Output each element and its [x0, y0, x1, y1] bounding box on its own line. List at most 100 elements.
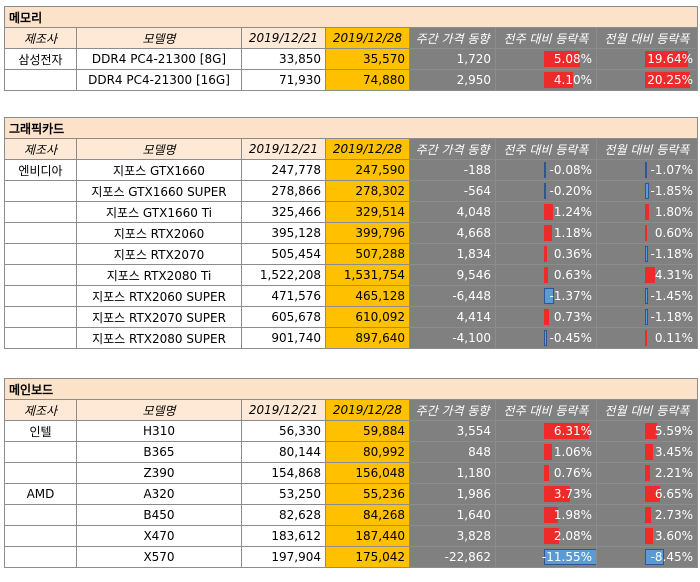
model-cell[interactable]: 지포스 RTX2060 SUPER — [76, 285, 242, 307]
month-change-cell[interactable]: 19.64% — [595, 48, 699, 70]
maker-cell[interactable] — [4, 264, 77, 286]
month-change-cell[interactable]: 5.59% — [595, 420, 699, 442]
weekly-change-cell[interactable]: -22,862 — [409, 546, 496, 568]
week-change-header[interactable]: 전주 대비 등락폭 — [495, 399, 597, 421]
prev-price-cell[interactable]: 33,850 — [241, 48, 326, 70]
month-change-cell[interactable]: -1.07% — [596, 159, 698, 181]
maker-cell[interactable] — [4, 69, 77, 91]
prev-price-cell[interactable]: 80,144 — [241, 441, 326, 463]
maker-header[interactable]: 제조사 — [4, 399, 77, 421]
cur-price-cell[interactable]: 74,880 — [325, 69, 410, 91]
maker-cell[interactable]: AMD — [4, 483, 77, 505]
week-change-cell[interactable]: 0.73% — [495, 306, 597, 328]
model-header[interactable]: 모델명 — [76, 138, 242, 160]
cur-price-cell[interactable]: 465,128 — [325, 285, 410, 307]
model-cell[interactable]: 지포스 GTX1660 — [76, 159, 242, 181]
maker-cell[interactable] — [4, 327, 77, 349]
section-title[interactable]: 메모리 — [3, 6, 699, 28]
weekly-change-cell[interactable]: -188 — [409, 159, 496, 181]
model-cell[interactable]: 지포스 RTX2070 SUPER — [76, 306, 242, 328]
week-change-cell[interactable]: 0.36% — [495, 243, 597, 265]
model-cell[interactable]: A320 — [76, 483, 242, 505]
model-cell[interactable]: DDR4 PC4-21300 [16G] — [76, 69, 242, 91]
prev-price-cell[interactable]: 395,128 — [241, 222, 326, 244]
prev-price-cell[interactable]: 901,740 — [241, 327, 326, 349]
prev-price-cell[interactable]: 325,466 — [241, 201, 326, 223]
maker-header[interactable]: 제조사 — [4, 27, 77, 49]
weekly-change-cell[interactable]: 1,180 — [409, 462, 496, 484]
week-change-cell[interactable]: 4.10% — [495, 69, 597, 91]
cur-price-cell[interactable]: 610,092 — [325, 306, 410, 328]
month-change-header[interactable]: 전월 대비 등락폭 — [595, 27, 699, 49]
maker-cell[interactable] — [4, 285, 77, 307]
maker-cell[interactable] — [4, 504, 77, 526]
month-change-cell[interactable]: 2.73% — [595, 504, 699, 526]
prev-price-cell[interactable]: 71,930 — [241, 69, 326, 91]
maker-header[interactable]: 제조사 — [4, 138, 77, 160]
week-change-cell[interactable]: -11.55% — [495, 546, 597, 568]
weekly-change-cell[interactable]: 3,554 — [409, 420, 496, 442]
maker-cell[interactable] — [4, 306, 77, 328]
model-cell[interactable]: 지포스 RTX2080 SUPER — [76, 327, 242, 349]
cur-price-cell[interactable]: 156,048 — [325, 462, 410, 484]
weekly-change-cell[interactable]: -6,448 — [409, 285, 496, 307]
maker-cell[interactable] — [4, 180, 77, 202]
cur-price-cell[interactable]: 59,884 — [325, 420, 410, 442]
cur-date-header[interactable]: 2019/12/28 — [325, 399, 410, 421]
model-cell[interactable]: 지포스 GTX1660 Ti — [76, 201, 242, 223]
weekly-trend-header[interactable]: 주간 가격 동향 — [409, 27, 496, 49]
section-title[interactable]: 메인보드 — [3, 378, 699, 400]
prev-price-cell[interactable]: 53,250 — [241, 483, 326, 505]
weekly-trend-header[interactable]: 주간 가격 동향 — [409, 399, 496, 421]
cur-price-cell[interactable]: 278,302 — [325, 180, 410, 202]
week-change-cell[interactable]: 5.08% — [495, 48, 597, 70]
week-change-cell[interactable]: -0.08% — [495, 159, 597, 181]
month-change-cell[interactable]: -1.85% — [596, 180, 698, 202]
model-cell[interactable]: H310 — [76, 420, 242, 442]
cur-price-cell[interactable]: 35,570 — [325, 48, 410, 70]
month-change-cell[interactable]: 3.45% — [595, 441, 699, 463]
cur-date-header[interactable]: 2019/12/28 — [325, 138, 410, 160]
prev-price-cell[interactable]: 505,454 — [241, 243, 326, 265]
month-change-cell[interactable]: -1.45% — [596, 285, 698, 307]
prev-date-header[interactable]: 2019/12/21 — [241, 138, 326, 160]
section-title[interactable]: 그래픽카드 — [4, 117, 698, 139]
week-change-header[interactable]: 전주 대비 등락폭 — [495, 27, 597, 49]
weekly-change-cell[interactable]: 4,048 — [409, 201, 496, 223]
weekly-change-cell[interactable]: -564 — [409, 180, 496, 202]
week-change-cell[interactable]: -1.37% — [495, 285, 597, 307]
maker-cell[interactable] — [4, 525, 77, 547]
month-change-cell[interactable]: 6.65% — [595, 483, 699, 505]
weekly-change-cell[interactable]: 3,828 — [409, 525, 496, 547]
prev-price-cell[interactable]: 197,904 — [241, 546, 326, 568]
week-change-cell[interactable]: 1.98% — [495, 504, 597, 526]
weekly-change-cell[interactable]: 4,668 — [409, 222, 496, 244]
model-cell[interactable]: X570 — [76, 546, 242, 568]
month-change-cell[interactable]: 2.21% — [595, 462, 699, 484]
month-change-cell[interactable]: -1.18% — [596, 243, 698, 265]
cur-date-header[interactable]: 2019/12/28 — [325, 27, 410, 49]
prev-price-cell[interactable]: 56,330 — [241, 420, 326, 442]
prev-price-cell[interactable]: 183,612 — [241, 525, 326, 547]
month-change-header[interactable]: 전월 대비 등락폭 — [595, 399, 699, 421]
maker-cell[interactable] — [4, 546, 77, 568]
model-cell[interactable]: Z390 — [76, 462, 242, 484]
maker-cell[interactable] — [4, 201, 77, 223]
cur-price-cell[interactable]: 55,236 — [325, 483, 410, 505]
maker-cell[interactable] — [4, 441, 77, 463]
week-change-cell[interactable]: 3.73% — [495, 483, 597, 505]
prev-price-cell[interactable]: 1,522,208 — [241, 264, 326, 286]
weekly-change-cell[interactable]: 9,546 — [409, 264, 496, 286]
week-change-cell[interactable]: 1.18% — [495, 222, 597, 244]
cur-price-cell[interactable]: 187,440 — [325, 525, 410, 547]
cur-price-cell[interactable]: 507,288 — [325, 243, 410, 265]
weekly-change-cell[interactable]: 4,414 — [409, 306, 496, 328]
cur-price-cell[interactable]: 329,514 — [325, 201, 410, 223]
week-change-cell[interactable]: 1.24% — [495, 201, 597, 223]
cur-price-cell[interactable]: 84,268 — [325, 504, 410, 526]
maker-cell[interactable] — [4, 243, 77, 265]
model-cell[interactable]: DDR4 PC4-21300 [8G] — [76, 48, 242, 70]
prev-price-cell[interactable]: 82,628 — [241, 504, 326, 526]
month-change-cell[interactable]: -1.18% — [596, 306, 698, 328]
model-cell[interactable]: B450 — [76, 504, 242, 526]
